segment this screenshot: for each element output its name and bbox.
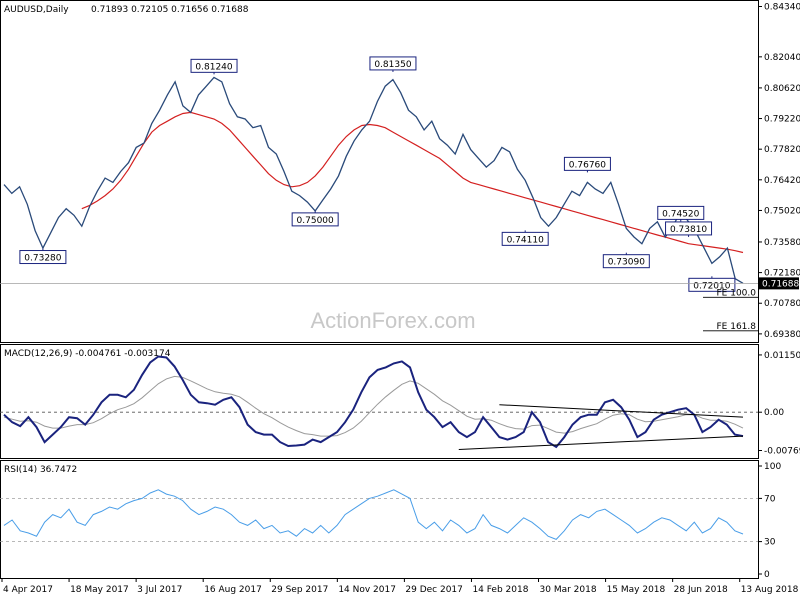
- price-panel: [0, 0, 759, 343]
- price-annotation-label: 0.73810: [670, 225, 707, 235]
- price-annotation-label: 0.73280: [24, 254, 61, 264]
- macd-lower-trendline: [458, 435, 744, 451]
- price-annotation-label: 0.74520: [662, 209, 699, 219]
- price-annotation-box: [657, 205, 705, 220]
- price-axis-label: 0.84340: [764, 3, 800, 13]
- price-annotation-label: 0.81240: [195, 62, 232, 72]
- price-line: [3, 76, 744, 284]
- price-annotation-box: [19, 250, 67, 265]
- price-annotation-box: [190, 58, 238, 73]
- price-axis-label: 0.77820: [764, 145, 800, 155]
- x-axis-label: 16 Aug 2017: [204, 585, 262, 595]
- x-axis-label: 29 Sep 2017: [271, 585, 328, 595]
- rsi-axis-label: 100: [764, 462, 781, 472]
- macd-title: MACD(12,26,9) -0.004761 -0.003174: [4, 349, 171, 359]
- fib-level-label: FE 161.8: [717, 322, 757, 332]
- watermark: ActionForex.com: [310, 308, 475, 333]
- rsi-axis-label: 0: [764, 570, 770, 580]
- price-annotation-label: 0.75000: [297, 216, 334, 226]
- price-axis-label: 0.75020: [764, 206, 800, 216]
- rsi-axis-label: 30: [764, 538, 776, 548]
- macd-axis-label: 0.00: [764, 408, 784, 418]
- price-axis-label: 0.72180: [764, 269, 800, 279]
- rsi-panel: [0, 460, 759, 579]
- price-axis-label: 0.79220: [764, 115, 800, 125]
- price-annotation-label: 0.76760: [569, 160, 606, 170]
- price-axis-label: 0.70780: [764, 299, 800, 309]
- price-annotation-box: [369, 56, 417, 71]
- macd-panel: [0, 344, 759, 459]
- ohlc-values: 0.71893 0.72105 0.71656 0.71688: [91, 5, 249, 15]
- rsi-line: [3, 489, 744, 540]
- fib-level-label: FE 100.0: [717, 288, 757, 298]
- price-axis-label: 0.69380: [764, 330, 800, 340]
- price-annotation-label: 0.74110: [507, 235, 544, 245]
- macd-line: [3, 355, 744, 449]
- macd-upper-trendline: [499, 404, 744, 418]
- price-annotation-label: 0.81350: [374, 60, 411, 70]
- price-annotation-label: 0.73090: [608, 258, 645, 268]
- rsi-axis-label: 70: [764, 494, 776, 504]
- current-price-box: [759, 277, 799, 290]
- x-axis-label: 3 Jul 2017: [137, 585, 182, 595]
- x-axis-label: 13 Aug 2018: [741, 585, 799, 595]
- price-annotation-box: [688, 277, 736, 292]
- macd-axis-label: 0.011508: [764, 351, 800, 361]
- current-price-label: 0.71688: [762, 279, 799, 289]
- ma-line: [81, 111, 744, 254]
- price-axis-label: 0.80620: [764, 84, 800, 94]
- instrument-label: AUDUSD,Daily: [4, 5, 69, 15]
- price-annotation-box: [501, 231, 549, 246]
- price-axis-label: 0.73580: [764, 238, 800, 248]
- price-annotation-label: 0.72010: [693, 281, 730, 291]
- x-axis-label: 14 Feb 2018: [472, 585, 528, 595]
- x-axis-label: 15 May 2018: [607, 585, 666, 595]
- price-annotation-box: [602, 254, 650, 269]
- x-axis-label: 4 Apr 2017: [3, 585, 53, 595]
- macd-signal-line: [3, 375, 744, 437]
- x-axis-label: 30 Mar 2018: [540, 585, 597, 595]
- macd-axis-label: -0.007694: [764, 446, 800, 456]
- price-axis-label: 0.76420: [764, 176, 800, 186]
- x-axis-label: 28 Jun 2018: [674, 585, 728, 595]
- x-axis-label: 14 Nov 2017: [338, 585, 396, 595]
- price-axis-label: 0.82040: [764, 53, 800, 63]
- price-annotation-box: [665, 221, 713, 236]
- price-annotation-box: [563, 156, 611, 171]
- price-annotation-box: [291, 212, 339, 227]
- x-axis-label: 18 May 2017: [70, 585, 129, 595]
- x-axis-label: 29 Dec 2017: [405, 585, 463, 595]
- rsi-title: RSI(14) 36.7472: [4, 465, 77, 475]
